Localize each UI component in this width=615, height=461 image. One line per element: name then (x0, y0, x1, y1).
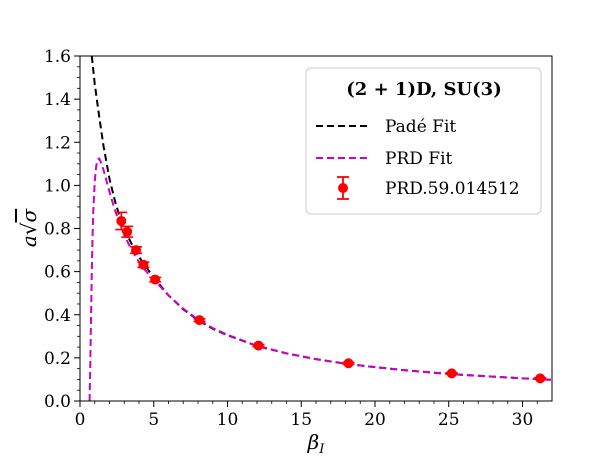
data-point (534, 373, 547, 384)
y-tick-label: 0.0 (44, 392, 71, 412)
x-tick-label: 20 (364, 410, 386, 430)
legend-swatch-prd-data (337, 176, 349, 200)
y-tick-label: 1.2 (44, 133, 71, 153)
y-axis-label-sigma: σ (17, 207, 41, 222)
data-marker (343, 358, 354, 369)
x-axis-label-symbol: β (307, 430, 320, 454)
data-marker (122, 226, 133, 237)
legend-label-prd-fit: PRD Fit (385, 149, 453, 169)
y-axis-label: a√σ (17, 207, 41, 247)
x-tick-label: 15 (290, 410, 312, 430)
x-tick-label: 5 (148, 410, 159, 430)
y-axis: 0.0 0.2 0.4 0.6 0.8 1.0 1.2 1.4 1.6 (44, 47, 80, 412)
data-point (342, 358, 355, 369)
y-tick-label: 1.4 (44, 90, 71, 110)
data-marker (446, 368, 457, 379)
x-axis-label: βI (307, 430, 326, 457)
data-marker (138, 259, 149, 270)
data-marker (194, 315, 205, 326)
y-tick-label: 0.2 (44, 349, 71, 369)
data-point (193, 315, 206, 326)
data-point (130, 245, 143, 256)
y-tick-label: 0.6 (44, 263, 71, 283)
y-axis-label-sqrt: √ (17, 222, 41, 235)
x-tick-label: 25 (438, 410, 460, 430)
x-tick-label: 30 (512, 410, 534, 430)
y-tick-label: 1.6 (44, 47, 71, 67)
markers-layer (115, 211, 547, 384)
x-axis-label-subscript: I (318, 442, 325, 457)
y-tick-label: 0.8 (44, 220, 71, 240)
data-marker (131, 245, 142, 256)
legend-label-pade: Padé Fit (385, 117, 456, 137)
y-axis-label-a: a (17, 235, 41, 247)
y-tick-label: 0.4 (44, 306, 71, 326)
x-tick-label: 10 (217, 410, 239, 430)
data-point (149, 274, 162, 285)
data-marker (150, 274, 161, 285)
data-marker (535, 373, 546, 384)
legend-box (305, 67, 542, 215)
data-point (137, 259, 150, 270)
data-marker (116, 215, 127, 226)
y-tick-label: 1.0 (44, 176, 71, 196)
legend-label-prd-data: PRD.59.014512 (385, 179, 520, 199)
legend-title: (2 + 1)D, SU(3) (346, 79, 501, 100)
data-point (252, 340, 265, 351)
legend: (2 + 1)D, SU(3) Padé Fit PRD Fit PRD.59.… (305, 67, 542, 215)
data-point (445, 368, 458, 379)
x-axis: 0 5 10 15 20 25 30 (75, 401, 538, 430)
data-marker (253, 340, 264, 351)
data-point (121, 225, 134, 238)
x-tick-label: 0 (75, 410, 86, 430)
svg-text:a√σ: a√σ (17, 207, 41, 247)
